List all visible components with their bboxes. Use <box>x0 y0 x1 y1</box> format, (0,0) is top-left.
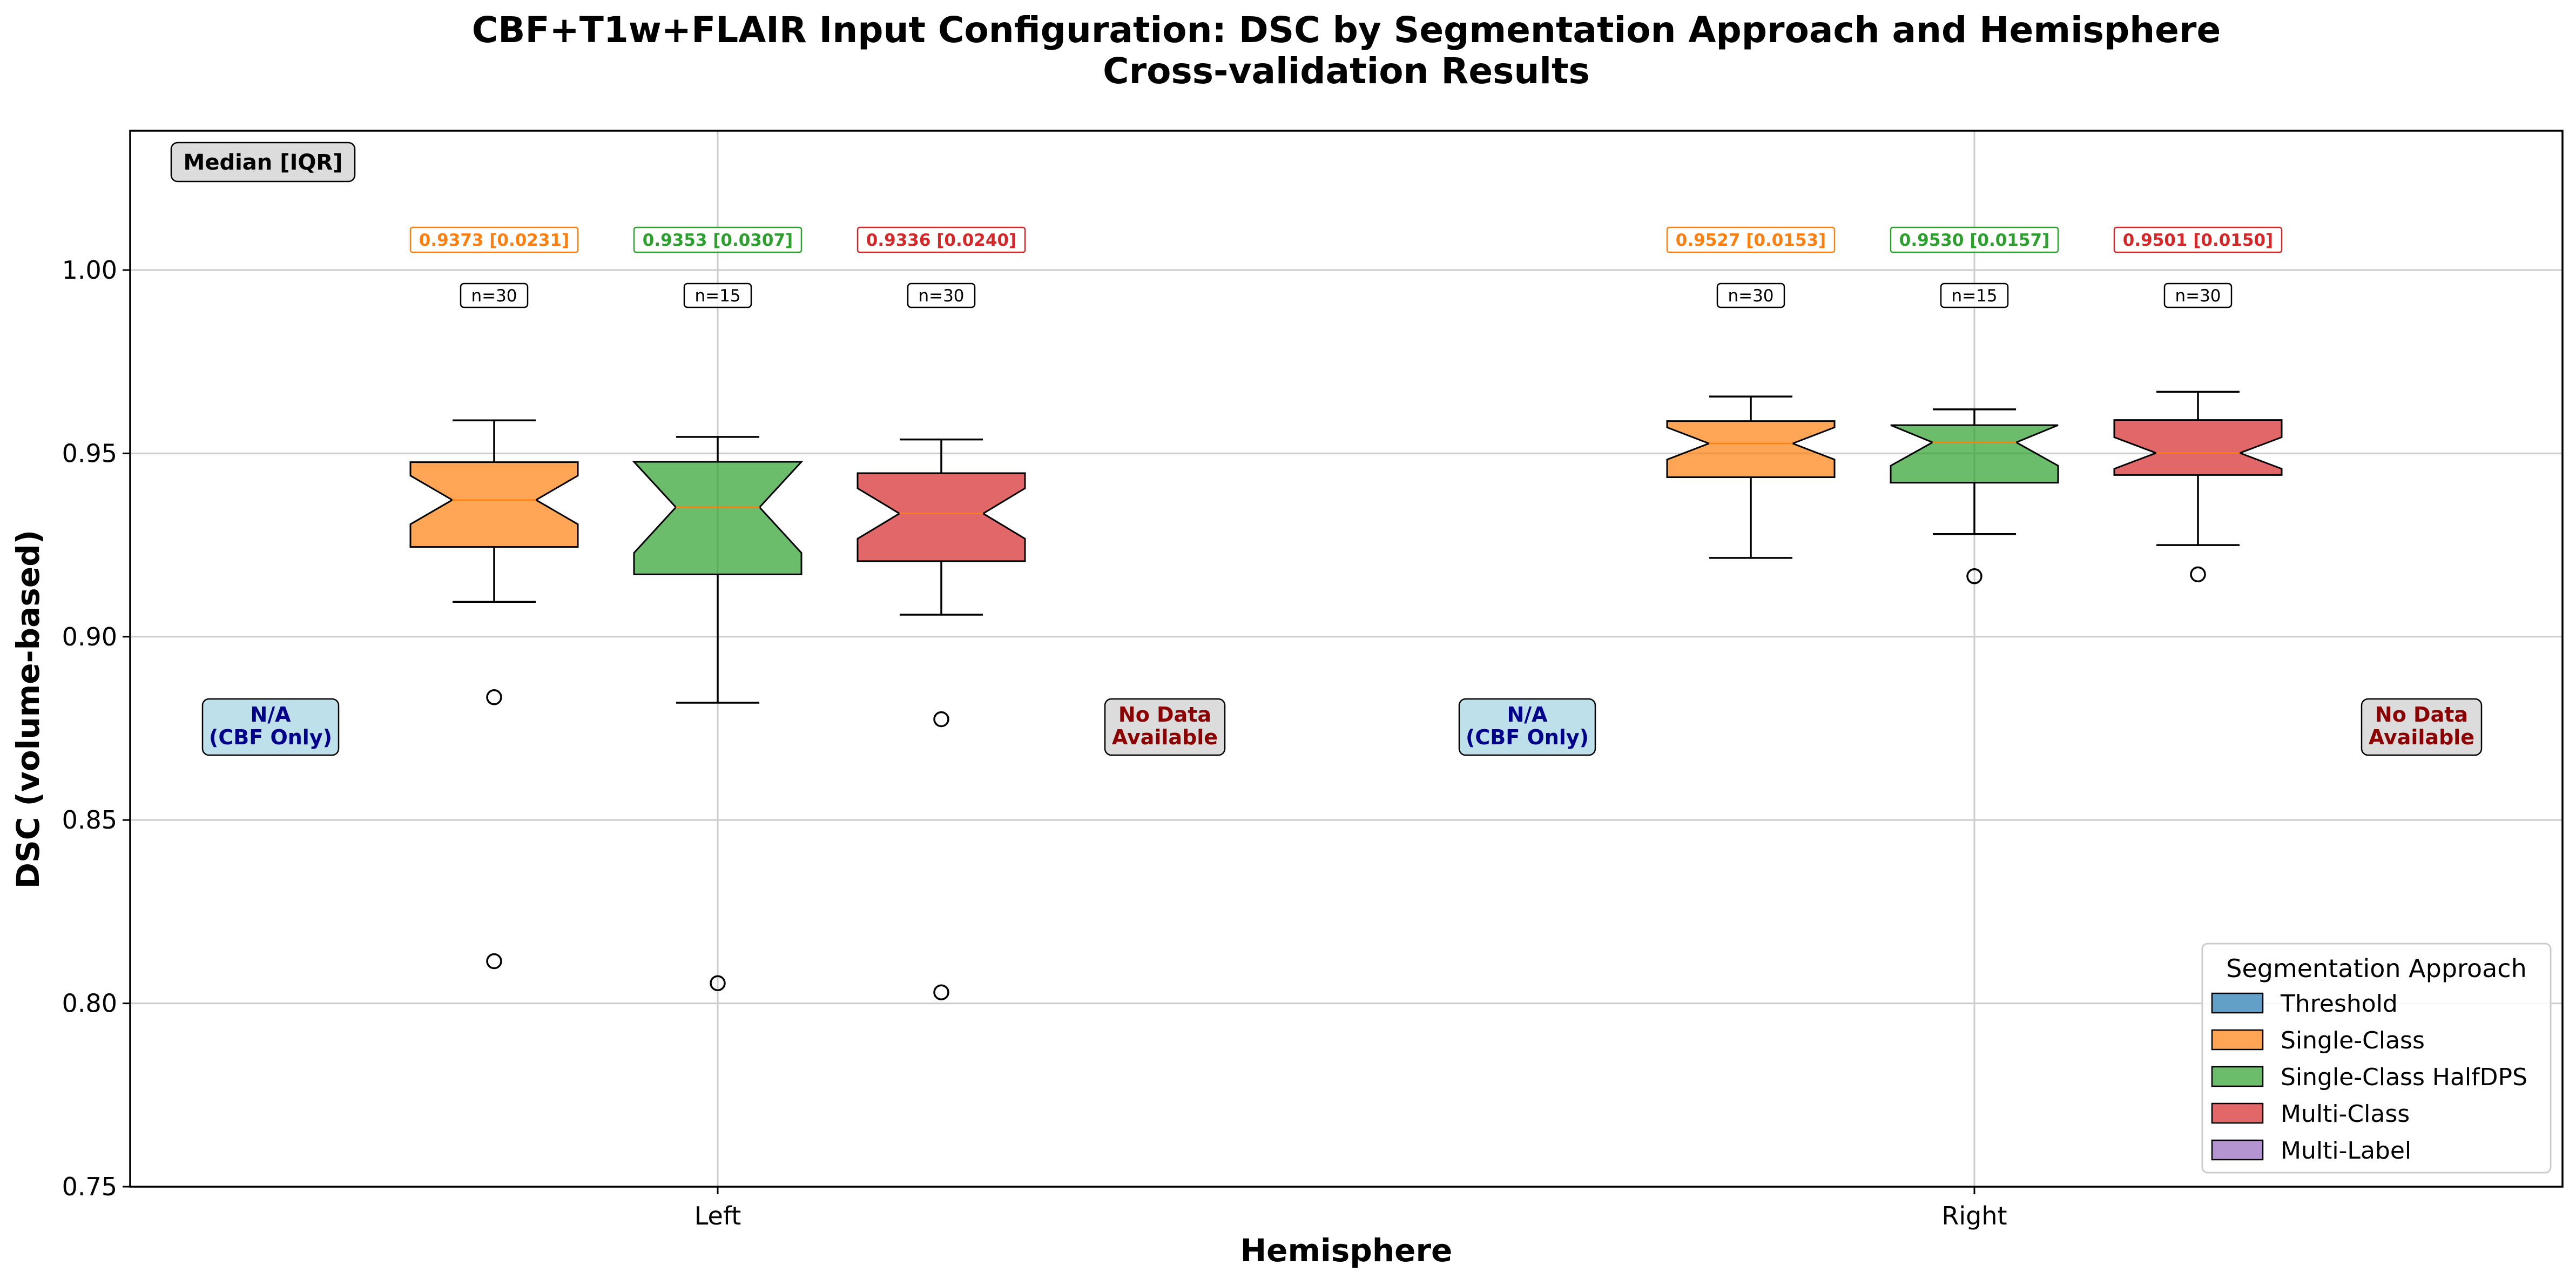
na-label-box <box>2361 698 2483 756</box>
summary-label: 0.9530 [0.0157] <box>1899 231 2049 250</box>
n-label: n=15 <box>1951 286 1997 306</box>
plot-frame <box>129 130 2564 1188</box>
n-label-box <box>683 282 752 308</box>
na-label-box <box>1458 698 1596 756</box>
na-label-line: N/A <box>250 703 291 726</box>
legend: Segmentation Approach Threshold Single-Cla… <box>2201 943 2552 1174</box>
chart-subtitle: Cross-validation Results <box>1103 50 1590 92</box>
x-axis-label: Hemisphere <box>1240 1232 1453 1269</box>
na-label: N/A (CBF Only) <box>1466 703 1589 749</box>
legend-label-single-class: Single-Class <box>2281 1027 2425 1054</box>
summary-label: 0.9527 [0.0153] <box>1676 231 1826 250</box>
x-tick-label-left: Left <box>694 1201 741 1230</box>
n-label-box <box>1940 282 2009 308</box>
y-tick-label: 1.00 <box>62 255 117 285</box>
na-label-line: Available <box>2369 725 2474 749</box>
box-multi-class-right: 0.9501 [0.0150] n=30 <box>2113 226 2283 583</box>
na-label: No Data Available <box>1112 703 1218 749</box>
legend-swatch-multi-class <box>2211 1102 2264 1124</box>
outlier-point <box>2190 566 2206 583</box>
y-tick-label: 0.90 <box>62 622 117 651</box>
box-multi-class-left: 0.9336 [0.0240] n=30 <box>857 226 1026 1000</box>
summary-label-box <box>1890 226 2059 253</box>
legend-swatch-multi-label <box>2211 1139 2264 1161</box>
y-axis-label: DSC (volume-based) <box>10 530 46 889</box>
legend-swatch-single-class-halfdps <box>2211 1066 2264 1087</box>
box-threshold-left: N/A (CBF Only) <box>201 698 340 756</box>
n-label: n=30 <box>2175 286 2221 306</box>
outlier-point <box>486 689 502 705</box>
box-multi-label-left: No Data Available <box>1104 698 1226 756</box>
n-label: n=15 <box>694 286 740 306</box>
na-label-line: (CBF Only) <box>209 725 332 749</box>
summary-label-box <box>1666 226 1836 253</box>
na-label-box <box>1104 698 1226 756</box>
box-single-class-halfdps-left: 0.9353 [0.0307] n=15 <box>632 226 804 992</box>
box-body <box>1890 424 2059 484</box>
box-body <box>1666 420 1836 478</box>
box-body <box>409 461 579 548</box>
summary-label-box <box>2113 226 2283 253</box>
legend-swatch-threshold <box>2211 992 2264 1014</box>
box-single-class-left: 0.9373 [0.0231] n=30 <box>409 226 579 970</box>
x-tick-label-right: Right <box>1941 1201 2007 1230</box>
y-tick-label: 0.95 <box>62 439 117 468</box>
legend-box <box>2201 943 2552 1174</box>
na-label: N/A (CBF Only) <box>209 703 332 749</box>
na-label-line: No Data <box>2375 703 2468 726</box>
box-single-class-halfdps-right: 0.9530 [0.0157] n=15 <box>1890 226 2059 584</box>
na-label-line: Available <box>1112 725 1218 749</box>
y-tick-label: 0.80 <box>62 989 117 1018</box>
na-label-line: No Data <box>1118 703 1211 726</box>
n-label-box <box>1716 282 1785 308</box>
summary-label: 0.9501 [0.0150] <box>2123 231 2273 250</box>
y-tick-label: 0.75 <box>62 1172 117 1201</box>
legend-swatch-single-class <box>2211 1029 2264 1051</box>
legend-label-single-class-halfdps: Single-Class HalfDPS <box>2281 1064 2527 1091</box>
summary-label: 0.9336 [0.0240] <box>866 231 1016 250</box>
n-label-box <box>460 282 529 308</box>
n-label-box <box>2163 282 2233 308</box>
summary-label-box <box>409 226 579 253</box>
box-body <box>857 472 1026 562</box>
median-iqr-label: Median [IQR] <box>184 150 343 175</box>
box-single-class-right: 0.9527 [0.0153] n=30 <box>1666 226 1836 559</box>
na-label-line: (CBF Only) <box>1466 725 1589 749</box>
n-label-box <box>907 282 976 308</box>
plot-background <box>130 131 2562 1187</box>
outlier-point <box>1966 568 1982 584</box>
summary-label: 0.9373 [0.0231] <box>419 231 569 250</box>
outlier-point <box>710 975 726 992</box>
summary-label: 0.9353 [0.0307] <box>643 231 793 250</box>
na-label-box <box>201 698 340 756</box>
y-tick-label: 0.85 <box>62 805 117 835</box>
legend-title: Segmentation Approach <box>2226 954 2526 983</box>
summary-label-box <box>633 226 803 253</box>
box-threshold-right: N/A (CBF Only) <box>1458 698 1596 756</box>
box-multi-label-right: No Data Available <box>2361 698 2483 756</box>
na-label: No Data Available <box>2369 703 2474 749</box>
n-label: n=30 <box>918 286 964 306</box>
na-label-line: N/A <box>1507 703 1548 726</box>
n-label: n=30 <box>1728 286 1773 306</box>
chart-title: CBF+T1w+FLAIR Input Configuration: DSC b… <box>472 9 2221 51</box>
legend-label-multi-class: Multi-Class <box>2281 1100 2410 1128</box>
outlier-point <box>933 711 949 728</box>
n-label: n=30 <box>471 286 517 306</box>
box-body <box>632 461 804 575</box>
legend-label-multi-label: Multi-Label <box>2281 1137 2411 1165</box>
outlier-point <box>486 953 502 970</box>
legend-label-threshold: Threshold <box>2280 990 2398 1018</box>
box-body <box>2113 419 2283 476</box>
median-iqr-badge <box>170 142 356 183</box>
summary-label-box <box>857 226 1026 253</box>
outlier-point <box>933 984 949 1000</box>
